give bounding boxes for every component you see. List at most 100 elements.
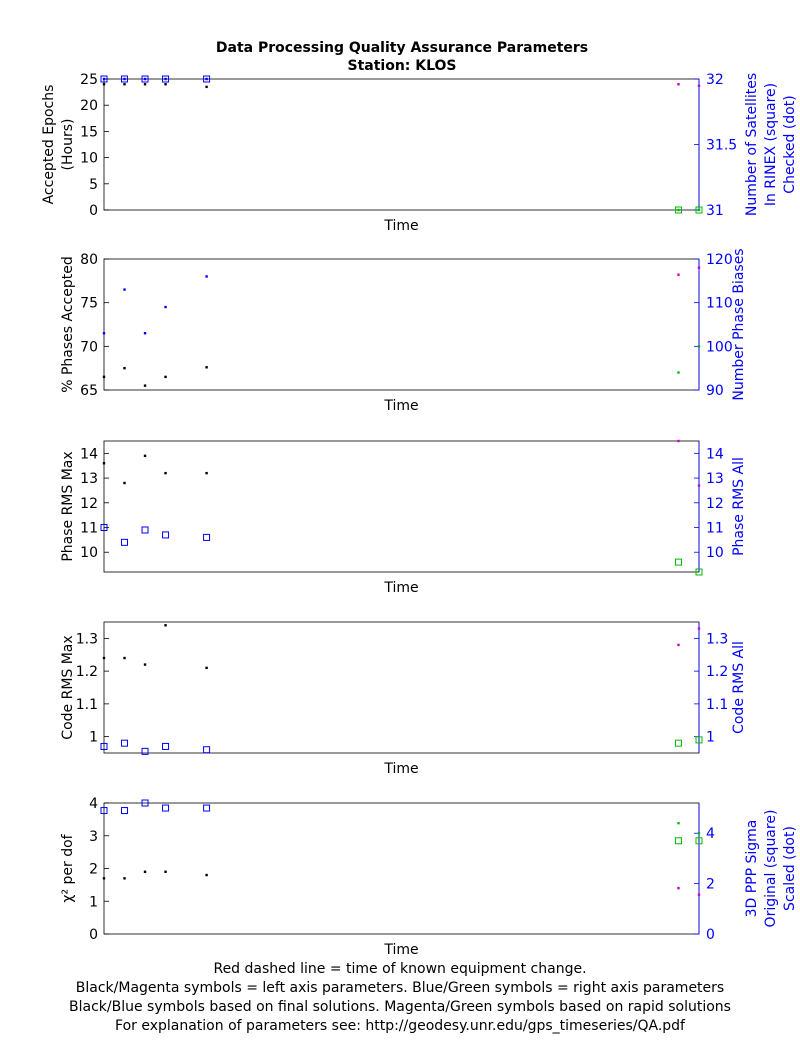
- right-tick-label: 4: [706, 826, 715, 842]
- point-dot: [164, 375, 167, 379]
- point-square: [162, 531, 170, 539]
- right-tick-label: 13: [706, 471, 724, 487]
- x-axis-label: Time: [383, 580, 418, 596]
- plot-frame: [103, 258, 700, 391]
- figure-title-line1: Data Processing Quality Assurance Parame…: [216, 40, 588, 56]
- point-dot: [143, 83, 147, 86]
- point-square: [674, 206, 682, 214]
- point-dot: [164, 624, 167, 627]
- left-tick-label: 1.2: [76, 664, 98, 680]
- left-tick-label: 10: [80, 545, 98, 561]
- point-square: [695, 568, 703, 576]
- left-tick-label: 13: [80, 471, 98, 487]
- right-tick-label: 1.2: [706, 664, 728, 680]
- panel-5: 0 1 2 3 4 0 2 4 Time χ² per dof 3D PPP Sigma Origin…: [60, 796, 798, 958]
- plot-frame: [103, 78, 700, 211]
- point-dot: [697, 627, 701, 630]
- left-tick-label: 12: [80, 496, 98, 512]
- point-square: [674, 558, 682, 566]
- left-tick-label: 0: [89, 203, 98, 219]
- panel-1: 0 5 10 15 20 25 31 31.5 32 Time Accepted Epochs (Ho…: [41, 72, 798, 234]
- point-square: [141, 526, 149, 534]
- x-axis-label: Time: [383, 218, 418, 234]
- point-dot: [677, 439, 680, 443]
- right-tick-label: 110: [706, 296, 733, 312]
- point-dot: [123, 877, 126, 880]
- right-axis-label: Number Phase Biases: [731, 248, 747, 400]
- left-axis-label: Phase RMS Max: [60, 451, 76, 561]
- point-square: [100, 742, 108, 750]
- left-axis-label: Accepted Epochs: [41, 85, 57, 205]
- point-square: [203, 75, 211, 83]
- point-square: [141, 799, 149, 807]
- point-dot: [164, 305, 167, 309]
- point-dot: [102, 877, 106, 880]
- point-dot: [697, 484, 701, 487]
- right-tick-label: 14: [706, 446, 724, 462]
- footer-line4: For explanation of parameters see: http:…: [115, 1018, 685, 1034]
- left-tick-label: 1: [89, 894, 98, 910]
- point-dot: [697, 832, 701, 835]
- point-dot: [102, 375, 106, 379]
- point-square: [674, 837, 682, 845]
- point-dot: [164, 870, 167, 873]
- right-tick-label: 120: [706, 252, 733, 268]
- x-axis-label: Time: [383, 398, 418, 414]
- point-square: [100, 807, 108, 815]
- right-axis-label: In RINEX (square): [763, 83, 779, 206]
- right-axis-label: Scaled (dot): [782, 826, 798, 911]
- left-tick-label: 5: [89, 177, 98, 193]
- point-dot: [123, 366, 126, 370]
- left-tick-label: 2: [89, 862, 98, 878]
- left-axis-label: Code RMS Max: [60, 635, 76, 739]
- right-tick-label: 31: [706, 203, 724, 219]
- left-tick-label: 80: [80, 252, 98, 268]
- point-dot: [697, 84, 701, 88]
- right-tick-label: 10: [706, 545, 724, 561]
- point-dot: [677, 83, 680, 86]
- point-dot: [697, 893, 701, 896]
- footer-line1: Red dashed line = time of known equipmen…: [213, 961, 587, 977]
- point-dot: [205, 77, 208, 81]
- right-tick-label: 1.1: [706, 697, 728, 713]
- point-dot: [205, 85, 208, 89]
- right-tick-label: 1: [706, 730, 715, 746]
- point-square: [203, 804, 211, 812]
- x-axis-label: Time: [383, 761, 418, 777]
- right-tick-label: 2: [706, 877, 715, 893]
- point-square: [674, 739, 682, 747]
- point-dot: [123, 481, 126, 485]
- point-dot: [697, 208, 701, 212]
- point-dot: [697, 345, 701, 348]
- left-axis-label: % Phases Accepted: [60, 256, 76, 393]
- point-dot: [123, 656, 126, 660]
- point-square: [203, 746, 211, 754]
- plot-frame: [103, 802, 700, 935]
- point-square: [162, 75, 170, 83]
- point-square: [162, 804, 170, 812]
- point-dot: [102, 332, 106, 335]
- right-axis-label: Phase RMS All: [731, 457, 747, 556]
- point-dot: [164, 83, 167, 86]
- left-tick-label: 14: [80, 446, 98, 462]
- left-tick-label: 1.3: [76, 631, 98, 647]
- right-tick-label: 1.3: [706, 631, 728, 647]
- plot-frame: [103, 440, 700, 573]
- point-dot: [164, 77, 167, 81]
- right-axis-label: Checked (dot): [782, 95, 798, 193]
- point-dot: [102, 656, 106, 660]
- point-dot: [143, 77, 147, 81]
- right-axis-label: Code RMS All: [731, 641, 747, 734]
- footer-line3: Black/Blue symbols based on final soluti…: [69, 999, 731, 1015]
- point-dot: [143, 663, 147, 666]
- point-dot: [143, 454, 147, 458]
- point-dot: [677, 273, 680, 276]
- point-dot: [205, 666, 208, 670]
- right-tick-label: 0: [706, 927, 715, 943]
- point-dot: [677, 208, 680, 212]
- left-tick-label: 1: [89, 730, 98, 746]
- point-square: [162, 742, 170, 750]
- right-axis-label: 3D PPP Sigma: [744, 820, 760, 918]
- plot-frame: [103, 621, 700, 754]
